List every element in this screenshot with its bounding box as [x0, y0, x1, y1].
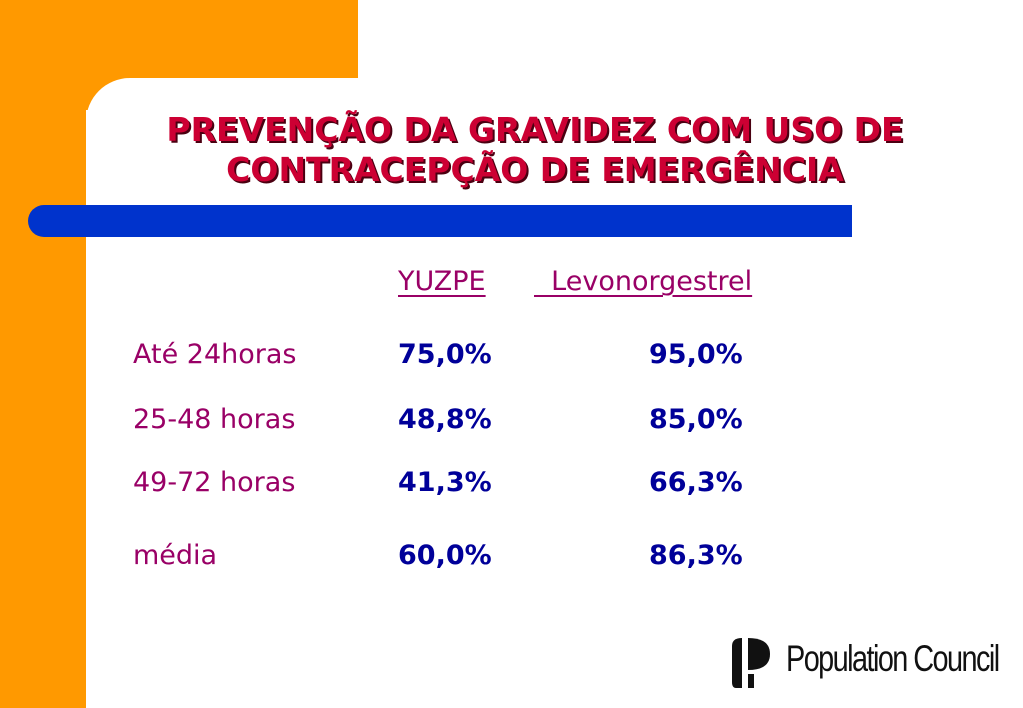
- population-council-logo-icon: [732, 638, 770, 688]
- yuzpe-value: 48,8%: [398, 404, 492, 435]
- row-label: média: [133, 540, 218, 571]
- header-yuzpe: YUZPE: [398, 266, 486, 297]
- blue-divider-bar: [28, 205, 852, 237]
- title-line-1: PREVENÇÃO DA GRAVIDEZ COM USO DE: [166, 110, 904, 149]
- title-line-2: CONTRACEPÇÃO DE EMERGÊNCIA: [226, 150, 844, 189]
- row-label: 25-48 horas: [133, 404, 296, 435]
- levonorgestrel-value: 86,3%: [649, 540, 743, 571]
- slide-title: PREVENÇÃO DA GRAVIDEZ COM USO DE CONTRAC…: [110, 110, 960, 190]
- row-label: Até 24horas: [133, 339, 297, 370]
- levonorgestrel-value: 66,3%: [649, 467, 743, 498]
- orange-side-bar: [0, 0, 86, 708]
- row-label: 49-72 horas: [133, 467, 296, 498]
- yuzpe-value: 60,0%: [398, 540, 492, 571]
- logo-text: Population Council: [786, 638, 1000, 679]
- population-council-logo: Population Council: [728, 636, 1000, 690]
- yuzpe-value: 75,0%: [398, 339, 492, 370]
- levonorgestrel-value: 85,0%: [649, 404, 743, 435]
- content-panel: [86, 78, 1023, 708]
- header-levonorgestrel: Levonorgestrel: [534, 266, 753, 297]
- levonorgestrel-value: 95,0%: [649, 339, 743, 370]
- yuzpe-value: 41,3%: [398, 467, 492, 498]
